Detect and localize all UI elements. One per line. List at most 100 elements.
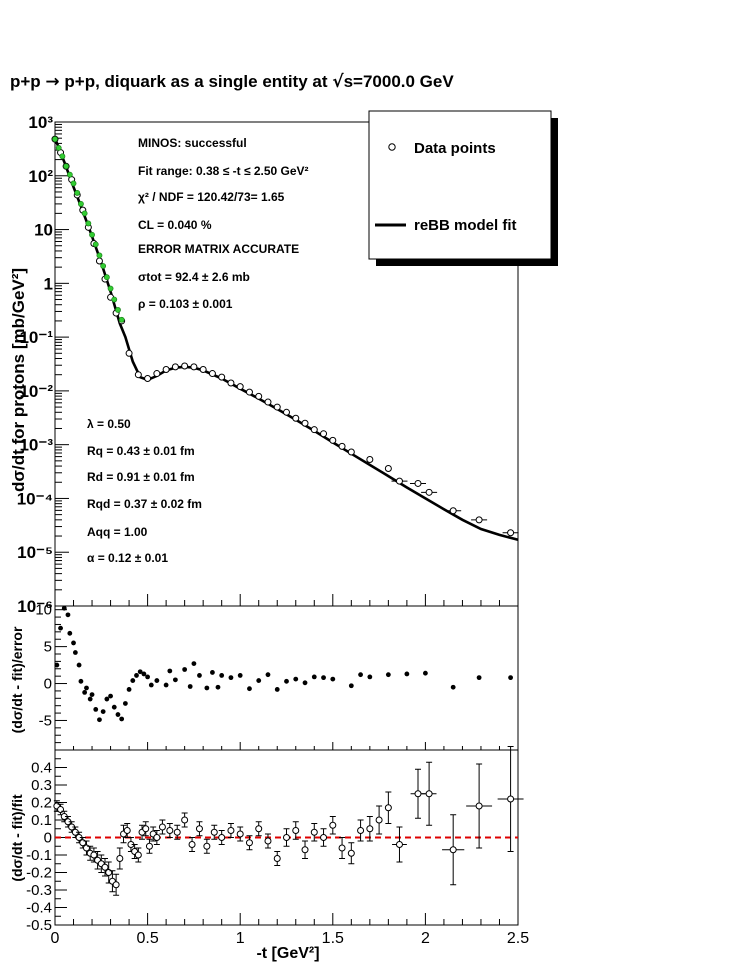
- relative-point: [283, 834, 290, 841]
- data-point: [320, 430, 328, 438]
- relative-point: [145, 842, 153, 850]
- fit-range-point: [115, 307, 121, 313]
- relative-point: [375, 816, 383, 824]
- fit-range-point: [70, 180, 77, 187]
- y-tick-label: 0.3: [31, 777, 52, 794]
- legend-entry-data-points: Data points: [414, 140, 496, 157]
- relative-point: [414, 790, 422, 798]
- data-point: [181, 362, 189, 370]
- pull-point: [54, 662, 60, 668]
- pull-point: [58, 625, 63, 631]
- pull-point: [119, 716, 125, 722]
- y-tick-label: 0.4: [31, 760, 52, 777]
- pull-point: [311, 674, 317, 680]
- sqrt-glyph: √: [332, 72, 344, 92]
- pull-point: [137, 669, 143, 675]
- pull-point: [65, 612, 71, 618]
- data-point: [190, 363, 198, 371]
- pull-point: [423, 670, 428, 676]
- pull-point: [134, 673, 139, 678]
- relative-point: [90, 851, 98, 859]
- pull-point: [76, 662, 82, 668]
- pull-point: [130, 678, 136, 683]
- pull-y-axis: -5 0 5 10: [35, 602, 519, 750]
- y-tick-label: 10⁻⁴: [17, 489, 53, 508]
- param-line: Rqd = 0.37 ± 0.02 fm: [87, 497, 202, 511]
- pull-point: [274, 687, 280, 692]
- relative-point: [329, 821, 337, 829]
- fit-range-point: [118, 316, 125, 323]
- pull-point: [476, 675, 482, 681]
- fit-range-points-layer: [52, 136, 125, 323]
- y-tick-label: 0.1: [31, 812, 52, 829]
- fit-range-point: [81, 210, 88, 217]
- pull-point: [508, 675, 513, 681]
- fit-info-line: σtot = 92.4 ± 2.6 mb: [138, 270, 250, 284]
- main-y-axis-label: dσ/dt for protons [mb/GeV²]: [9, 268, 28, 492]
- pull-point: [126, 687, 132, 692]
- data-point: [144, 374, 152, 382]
- pull-point: [330, 676, 336, 682]
- pull-point: [104, 696, 110, 702]
- x-tick-label: 0.5: [136, 930, 158, 947]
- relative-point: [158, 823, 166, 831]
- pull-point: [215, 684, 221, 690]
- pull-point: [163, 682, 169, 688]
- y-tick-label: 10: [34, 221, 53, 240]
- pull-point: [122, 701, 128, 706]
- pull-point: [404, 671, 410, 677]
- pull-point: [82, 690, 88, 695]
- pull-point: [71, 640, 76, 646]
- relative-point: [384, 804, 392, 812]
- relative-point: [245, 839, 253, 847]
- relative-y-axis: -0.5-0.4-0.3-0.2-0.100.10.20.30.4: [26, 758, 67, 934]
- relative-points-layer: [53, 746, 524, 896]
- pull-point: [84, 685, 89, 691]
- relative-point: [153, 834, 161, 841]
- relative-point: [425, 790, 433, 798]
- relative-point: [195, 825, 203, 833]
- fit-range-point: [52, 136, 58, 143]
- param-line: λ = 0.50: [87, 417, 131, 431]
- data-point: [255, 392, 263, 400]
- data-point: [236, 383, 244, 391]
- y-tick-label: 10³: [28, 113, 53, 132]
- data-point: [366, 455, 374, 463]
- pull-point: [61, 605, 67, 611]
- data-point: [95, 257, 103, 265]
- fit-range-point: [66, 171, 73, 178]
- x-tick-label: 0: [51, 930, 60, 947]
- fit-range-point: [63, 163, 70, 170]
- y-tick-label: 10⁻⁶: [17, 597, 53, 616]
- y-tick-label: -0.1: [26, 847, 52, 864]
- relative-point: [173, 828, 181, 836]
- y-tick-label: 10⁻³: [19, 436, 53, 455]
- pull-point: [204, 685, 210, 691]
- pull-point: [302, 680, 308, 686]
- x-axis: 0 0.5 1 1.5 2 2.5: [51, 913, 529, 947]
- y-tick-label: 10⁻⁵: [17, 543, 53, 562]
- data-point: [310, 426, 318, 434]
- data-point: [347, 448, 355, 456]
- relative-point: [227, 827, 235, 834]
- pull-points-layer: [54, 605, 513, 723]
- pull-point: [191, 661, 197, 666]
- pull-point: [93, 706, 99, 712]
- pull-point: [265, 672, 271, 678]
- relative-point: [475, 802, 483, 810]
- relative-point: [112, 881, 120, 889]
- pull-point: [167, 668, 173, 674]
- data-point: [199, 365, 207, 373]
- relative-point: [181, 816, 189, 824]
- data-point: [283, 408, 290, 416]
- param-line: Rd = 0.91 ± 0.01 fm: [87, 470, 195, 484]
- fit-range-point: [85, 220, 92, 227]
- pull-y-axis-label: (dσ/dt - fit)/error: [9, 626, 25, 733]
- relative-point: [166, 827, 174, 834]
- fit-range-point: [74, 190, 81, 196]
- pull-point: [67, 630, 73, 636]
- data-point: [395, 477, 403, 485]
- relative-point: [134, 851, 142, 859]
- pull-point: [72, 650, 78, 655]
